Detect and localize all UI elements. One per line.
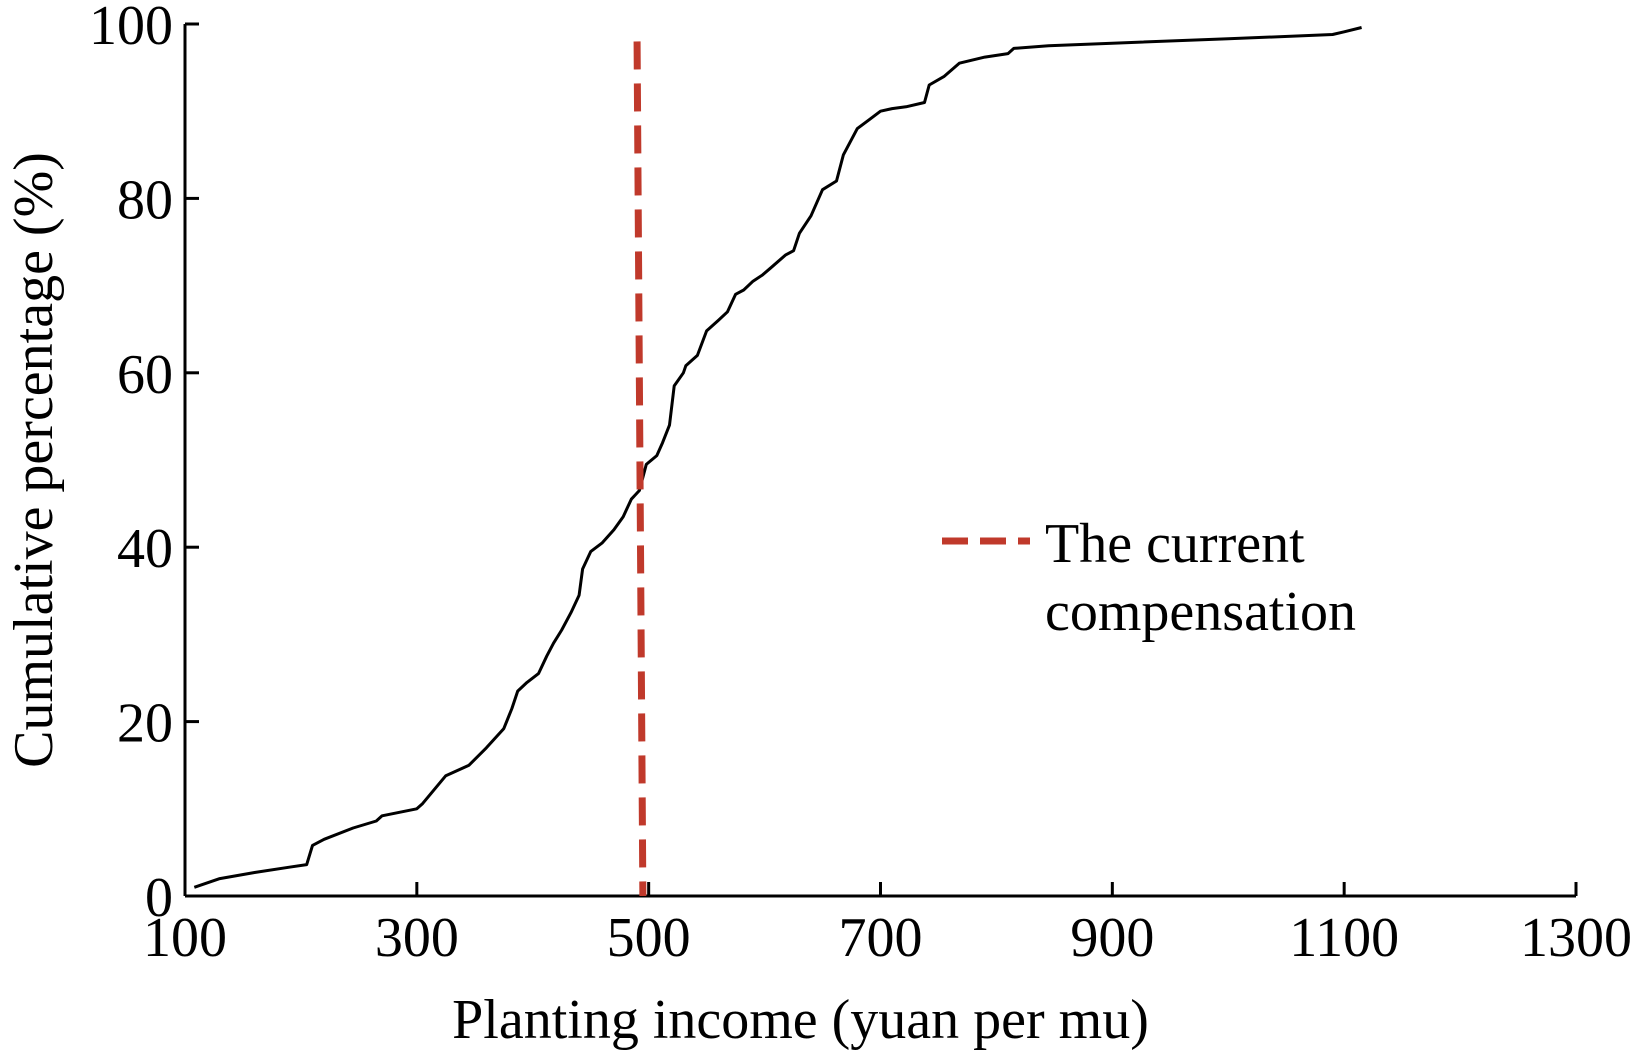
y-tick-label: 0	[145, 867, 173, 929]
y-tick-label: 40	[117, 518, 173, 580]
y-axis-title: Cumulative percentage (%)	[3, 152, 65, 768]
reference-line	[633, 41, 647, 897]
series-layer	[193, 26, 1362, 889]
x-tick-label: 1300	[1520, 907, 1632, 969]
y-tick-label: 20	[117, 693, 173, 755]
y-tick-label: 80	[117, 169, 173, 231]
y-ticks: 0 20 40 60 80 100	[89, 0, 199, 929]
x-tick-label: 700	[839, 907, 923, 969]
x-ticks: 100 300 500 700 900 1100 1300	[143, 882, 1632, 969]
x-tick-label: 900	[1070, 907, 1154, 969]
x-axis-title: Planting income (yuan per mu)	[452, 989, 1149, 1051]
legend: The current compensation	[942, 513, 1356, 643]
reference-line-layer	[633, 41, 647, 897]
axes	[183, 24, 1576, 898]
x-tick-label: 100	[143, 907, 227, 969]
y-tick-label: 60	[117, 344, 173, 406]
x-tick-label: 500	[607, 907, 691, 969]
legend-label-line1: The current	[1045, 513, 1305, 575]
y-tick-label: 100	[89, 0, 173, 57]
legend-label-line2: compensation	[1045, 581, 1356, 643]
x-tick-label: 1100	[1289, 907, 1399, 969]
x-tick-label: 300	[375, 907, 459, 969]
series-line-cumulative	[193, 26, 1362, 889]
